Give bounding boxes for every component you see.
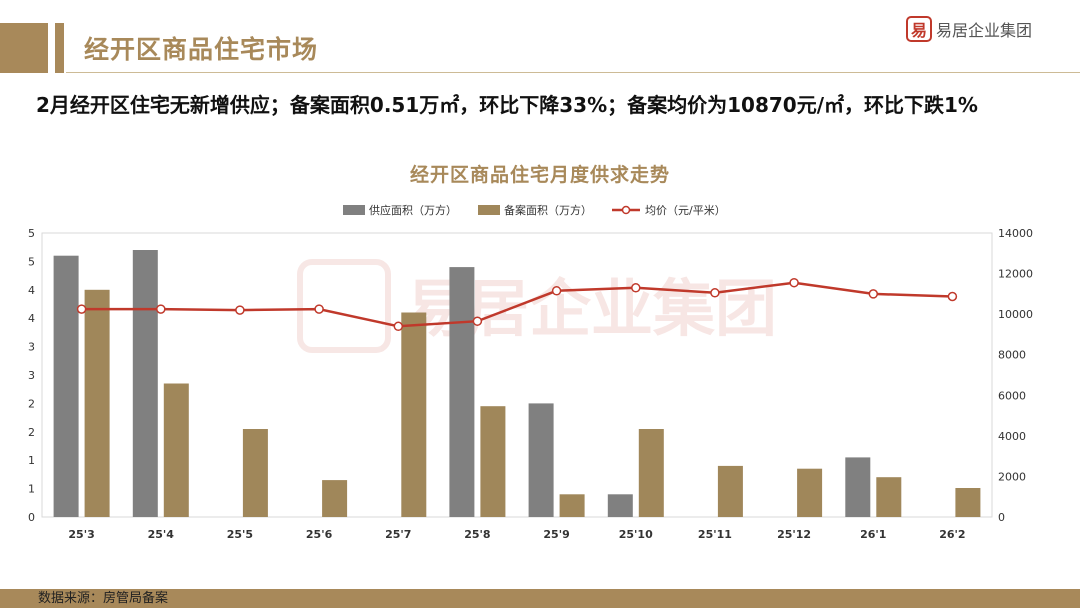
header-divider — [66, 72, 1080, 73]
legend-label-price: 均价（元/平米） — [645, 204, 726, 217]
legend-swatch-price-point — [621, 205, 631, 215]
price-point — [472, 316, 483, 326]
x-axis-tick-label: 25'11 — [698, 528, 732, 541]
watermark-logo: 易居企业集团 — [297, 259, 777, 353]
left-axis-tick-label: 5 — [28, 227, 35, 240]
data-source: 数据来源：房管局备案 — [38, 591, 169, 606]
price-point — [789, 277, 799, 288]
header-accent-bar — [0, 23, 48, 73]
right-axis-tick-label: 12000 — [998, 268, 1033, 281]
price-point — [235, 305, 245, 315]
x-axis-tick-label: 25'10 — [619, 528, 653, 541]
x-axis-tick-label: 25'6 — [306, 528, 333, 541]
left-axis-tick-label: 0 — [28, 511, 35, 524]
right-axis-tick-label: 2000 — [998, 470, 1026, 483]
x-axis-tick-label: 26'1 — [860, 528, 886, 541]
filed-bar — [322, 480, 348, 517]
right-axis-tick-label: 10000 — [998, 308, 1033, 321]
price-point — [76, 304, 87, 314]
filed-bar — [876, 477, 902, 517]
right-axis-tick-label: 8000 — [998, 349, 1026, 362]
price-point — [947, 291, 958, 302]
legend: 供应面积（万方） 备案面积（万方） 均价（元/平米） — [343, 203, 726, 217]
filed-bar — [480, 406, 506, 517]
filed-bar — [84, 289, 110, 517]
left-axis-tick-label: 4 — [28, 284, 35, 297]
bar-series — [53, 250, 981, 517]
price-point — [314, 304, 324, 314]
footer-bar — [0, 589, 1080, 608]
legend-swatch-supply — [343, 205, 365, 215]
right-axis-tick-label: 14000 — [998, 227, 1033, 240]
x-axis-tick-label: 25'9 — [543, 528, 569, 541]
price-point — [393, 321, 404, 332]
plot-frame — [41, 232, 993, 518]
left-axis-tick-label: 2 — [28, 426, 35, 439]
right-axis-tick-label: 4000 — [998, 430, 1026, 443]
supply-bar — [53, 255, 79, 517]
price-point — [551, 286, 562, 296]
headline-summary: 2月经开区住宅无新增供应；备案面积0.51万㎡，环比下降33%；备案均价为108… — [36, 93, 978, 117]
price-line-series — [76, 277, 958, 332]
price-point — [710, 288, 720, 298]
x-axis-tick-label: 25'4 — [148, 528, 175, 541]
left-axis: 0 1 1 2 2 3 3 4 4 5 5 — [28, 227, 35, 524]
left-axis-tick-label: 1 — [28, 483, 35, 496]
brand-name: 易居企业集团 — [936, 21, 1033, 40]
legend-swatch-filed — [478, 205, 500, 215]
legend-label-supply: 供应面积（万方） — [369, 203, 457, 217]
right-axis-tick-label: 6000 — [998, 389, 1026, 402]
right-axis-tick-label: 0 — [998, 511, 1005, 524]
header-accent-stripe — [55, 23, 64, 73]
price-point — [868, 289, 879, 299]
left-axis-tick-label: 3 — [28, 369, 35, 382]
price-line — [81, 281, 953, 328]
watermark-seal — [297, 259, 391, 353]
supply-bar — [449, 267, 475, 517]
supply-bar — [845, 457, 871, 517]
page-title: 经开区商品住宅市场 — [84, 35, 319, 64]
filed-bar — [797, 468, 823, 517]
brand-seal-icon: 易 — [906, 16, 932, 42]
left-axis-tick-label: 4 — [28, 312, 35, 325]
x-axis-tick-label: 25'12 — [777, 528, 811, 541]
brand-logo: 易 易居企业集团 — [906, 16, 1032, 42]
x-axis-tick-label: 25'8 — [464, 528, 490, 541]
right-axis: 0 2000 4000 6000 8000 10000 12000 14000 — [998, 227, 1033, 524]
filed-bar — [242, 429, 268, 517]
x-axis-tick-label: 25'7 — [385, 528, 411, 541]
supply-bar — [528, 403, 554, 517]
supply-bar — [132, 250, 158, 517]
filed-bar — [638, 429, 664, 517]
legend-label-filed: 备案面积（万方） — [504, 203, 592, 217]
left-axis-tick-label: 2 — [28, 397, 35, 410]
x-axis: 25'3 25'4 25'5 25'6 25'7 25'8 25'9 25'10 25'11 25… — [68, 528, 965, 541]
x-axis-tick-label: 25'3 — [68, 528, 94, 541]
left-axis-tick-label: 3 — [28, 341, 35, 354]
filed-bar — [401, 312, 427, 517]
filed-bar — [955, 488, 981, 517]
left-axis-tick-label: 1 — [28, 454, 35, 467]
supply-bar — [607, 494, 633, 517]
filed-bar — [717, 465, 743, 517]
price-point — [631, 283, 641, 293]
price-point — [156, 304, 166, 314]
filed-bar — [559, 494, 585, 517]
filed-bar — [163, 383, 189, 517]
x-axis-tick-label: 25'5 — [227, 528, 253, 541]
left-axis-tick-label: 5 — [28, 255, 35, 268]
x-axis-tick-label: 26'2 — [939, 528, 965, 541]
chart-title: 经开区商品住宅月度供求走势 — [409, 164, 670, 186]
